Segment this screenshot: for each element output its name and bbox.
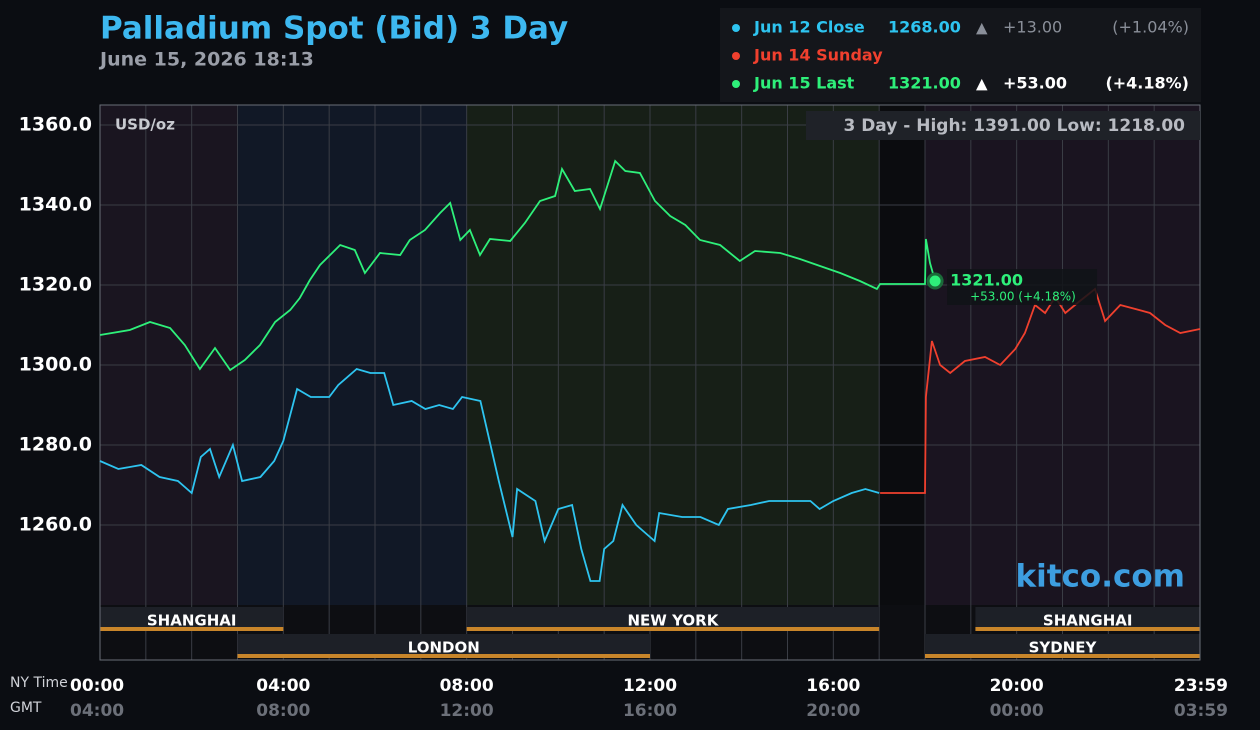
range-note: 3 Day - High: 1391.00 Low: 1218.00 — [843, 116, 1185, 136]
legend-arrow: ▲ — [976, 19, 988, 37]
x-gmt-label: 20:00 — [806, 701, 860, 721]
session-bar — [466, 627, 880, 631]
unit-label: USD/oz — [115, 116, 175, 134]
plot-frame — [99, 104, 1201, 661]
session-bar — [925, 654, 1200, 658]
x-row-label: GMT — [10, 700, 42, 716]
session-label: LONDON — [408, 639, 480, 657]
legend-label: Jun 12 Close — [753, 18, 865, 37]
series-line — [99, 367, 880, 582]
session-shade — [879, 105, 925, 660]
y-tick-label: 1340.0 — [19, 194, 92, 216]
legend-change: +53.00 — [1003, 74, 1067, 93]
chart-subtitle: June 15, 2026 18:13 — [98, 49, 314, 71]
annotation-value: 1321.00 — [950, 271, 1023, 290]
legend-change: +13.00 — [1003, 18, 1062, 37]
legend-arrow: ▲ — [976, 75, 988, 93]
legend-label: Jun 14 Sunday — [753, 46, 883, 65]
x-tick-label: 00:00 — [70, 676, 124, 696]
x-gmt-label: 00:00 — [990, 701, 1044, 721]
x-tick-label: 12:00 — [623, 676, 677, 696]
session-shade — [100, 105, 238, 660]
session-bar — [237, 654, 650, 658]
legend-change-pct: (+1.04%) — [1112, 18, 1189, 37]
series-line — [880, 287, 1201, 494]
x-tick-label: 04:00 — [256, 676, 310, 696]
x-row-label: NY Time — [10, 675, 68, 691]
y-tick-label: 1280.0 — [19, 434, 92, 456]
legend-marker — [732, 24, 740, 32]
watermark: kitco.com — [1016, 559, 1186, 595]
session-bar — [975, 627, 1200, 631]
y-tick-label: 1320.0 — [19, 274, 92, 296]
y-tick-label: 1300.0 — [19, 354, 92, 376]
annotation-change: +53.00 (+4.18%) — [970, 290, 1076, 304]
session-bar — [100, 627, 284, 631]
x-tick-label: 23:59 — [1174, 676, 1228, 696]
legend-box — [720, 8, 1201, 102]
range-note-box — [806, 111, 1200, 140]
session-label: SHANGHAI — [1043, 612, 1133, 630]
x-gmt-label: 12:00 — [440, 701, 494, 721]
x-tick-label: 16:00 — [806, 676, 860, 696]
x-tick-label: 20:00 — [990, 676, 1044, 696]
chart-title: Palladium Spot (Bid) 3 Day — [100, 11, 568, 47]
y-tick-label: 1260.0 — [19, 514, 92, 536]
series-line — [99, 159, 936, 372]
session-shade — [466, 105, 880, 660]
legend-marker — [732, 80, 740, 88]
session-shade — [237, 105, 467, 660]
legend-marker — [732, 52, 740, 60]
session-label: SHANGHAI — [147, 612, 237, 630]
legend-change-pct: (+4.18%) — [1105, 74, 1189, 93]
legend-price: 1321.00 — [888, 74, 961, 93]
last-point — [926, 272, 944, 290]
y-tick-label: 1360.0 — [19, 114, 92, 136]
x-gmt-label: 08:00 — [256, 701, 310, 721]
x-gmt-label: 04:00 — [70, 701, 124, 721]
annotation-box — [947, 269, 1098, 305]
x-tick-label: 08:00 — [440, 676, 494, 696]
session-label: NEW YORK — [628, 612, 720, 630]
session-label: SYDNEY — [1029, 639, 1098, 657]
legend-label: Jun 15 Last — [753, 74, 855, 93]
x-gmt-label: 03:59 — [1174, 701, 1228, 721]
legend-price: 1268.00 — [888, 18, 961, 37]
x-gmt-label: 16:00 — [623, 701, 677, 721]
